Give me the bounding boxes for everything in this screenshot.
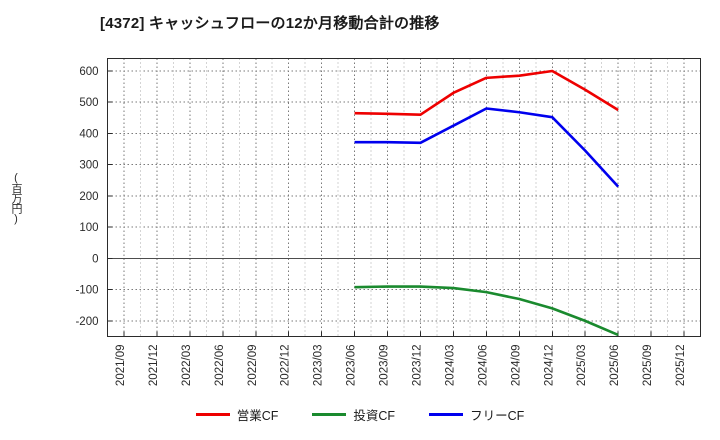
svg-text:2022/06: 2022/06 (214, 345, 226, 387)
legend-item-2[interactable]: 投資CF (312, 405, 395, 424)
svg-text:300: 300 (79, 160, 98, 172)
svg-text:2023/06: 2023/06 (346, 345, 358, 387)
axis-frame (106, 57, 702, 338)
svg-text:2021/09: 2021/09 (115, 345, 127, 387)
grid-layer (107, 58, 701, 337)
chart-title: [4372] キャッシュフローの12か月移動合計の推移 (100, 15, 440, 32)
svg-text:2025/12: 2025/12 (675, 345, 687, 387)
svg-text:-100: -100 (75, 285, 98, 297)
svg-text:2022/12: 2022/12 (280, 345, 292, 387)
svg-text:-200: -200 (75, 316, 98, 328)
svg-text:500: 500 (79, 97, 98, 109)
legend-label: 営業CF (236, 409, 279, 423)
svg-text:2023/12: 2023/12 (411, 345, 423, 387)
svg-text:2024/03: 2024/03 (444, 345, 456, 387)
y-axis-title: (百万円) (10, 172, 22, 224)
x-axis-ticks: 2021/09 2021/12 2022/03 2022/06 2022/09 2022/… (115, 331, 687, 387)
svg-text:2022/03: 2022/03 (181, 345, 193, 387)
svg-text:2025/09: 2025/09 (642, 345, 654, 387)
svg-text:400: 400 (79, 128, 98, 140)
legend-swatch-icon (429, 413, 464, 416)
svg-text:2024/12: 2024/12 (543, 345, 555, 387)
svg-text:2024/06: 2024/06 (477, 344, 489, 386)
svg-text:2023/03: 2023/03 (313, 345, 325, 387)
svg-text:600: 600 (79, 66, 98, 78)
svg-text:2024/09: 2024/09 (510, 345, 522, 387)
svg-text:100: 100 (79, 222, 98, 234)
svg-text:200: 200 (79, 191, 98, 203)
chart-legend: 営業CF 投資CF フリーCF (0, 405, 720, 424)
y-axis-ticks: -200 -100 0 100 200 300 400 500 600 (75, 66, 113, 328)
legend-label: フリーCF (470, 409, 525, 423)
svg-text:2025/03: 2025/03 (576, 345, 588, 387)
legend-item-1[interactable]: 営業CF (195, 405, 279, 424)
legend-swatch-icon (195, 413, 230, 416)
svg-text:2022/09: 2022/09 (247, 345, 259, 387)
legend-item-3[interactable]: フリーCF (429, 405, 524, 424)
series-lines (354, 69, 620, 337)
legend-label: 投資CF (353, 409, 396, 423)
legend-swatch-icon (312, 413, 347, 416)
svg-text:2023/09: 2023/09 (379, 345, 391, 387)
svg-text:0: 0 (92, 253, 98, 265)
svg-text:2025/06: 2025/06 (609, 345, 621, 387)
svg-text:2021/12: 2021/12 (148, 345, 160, 387)
